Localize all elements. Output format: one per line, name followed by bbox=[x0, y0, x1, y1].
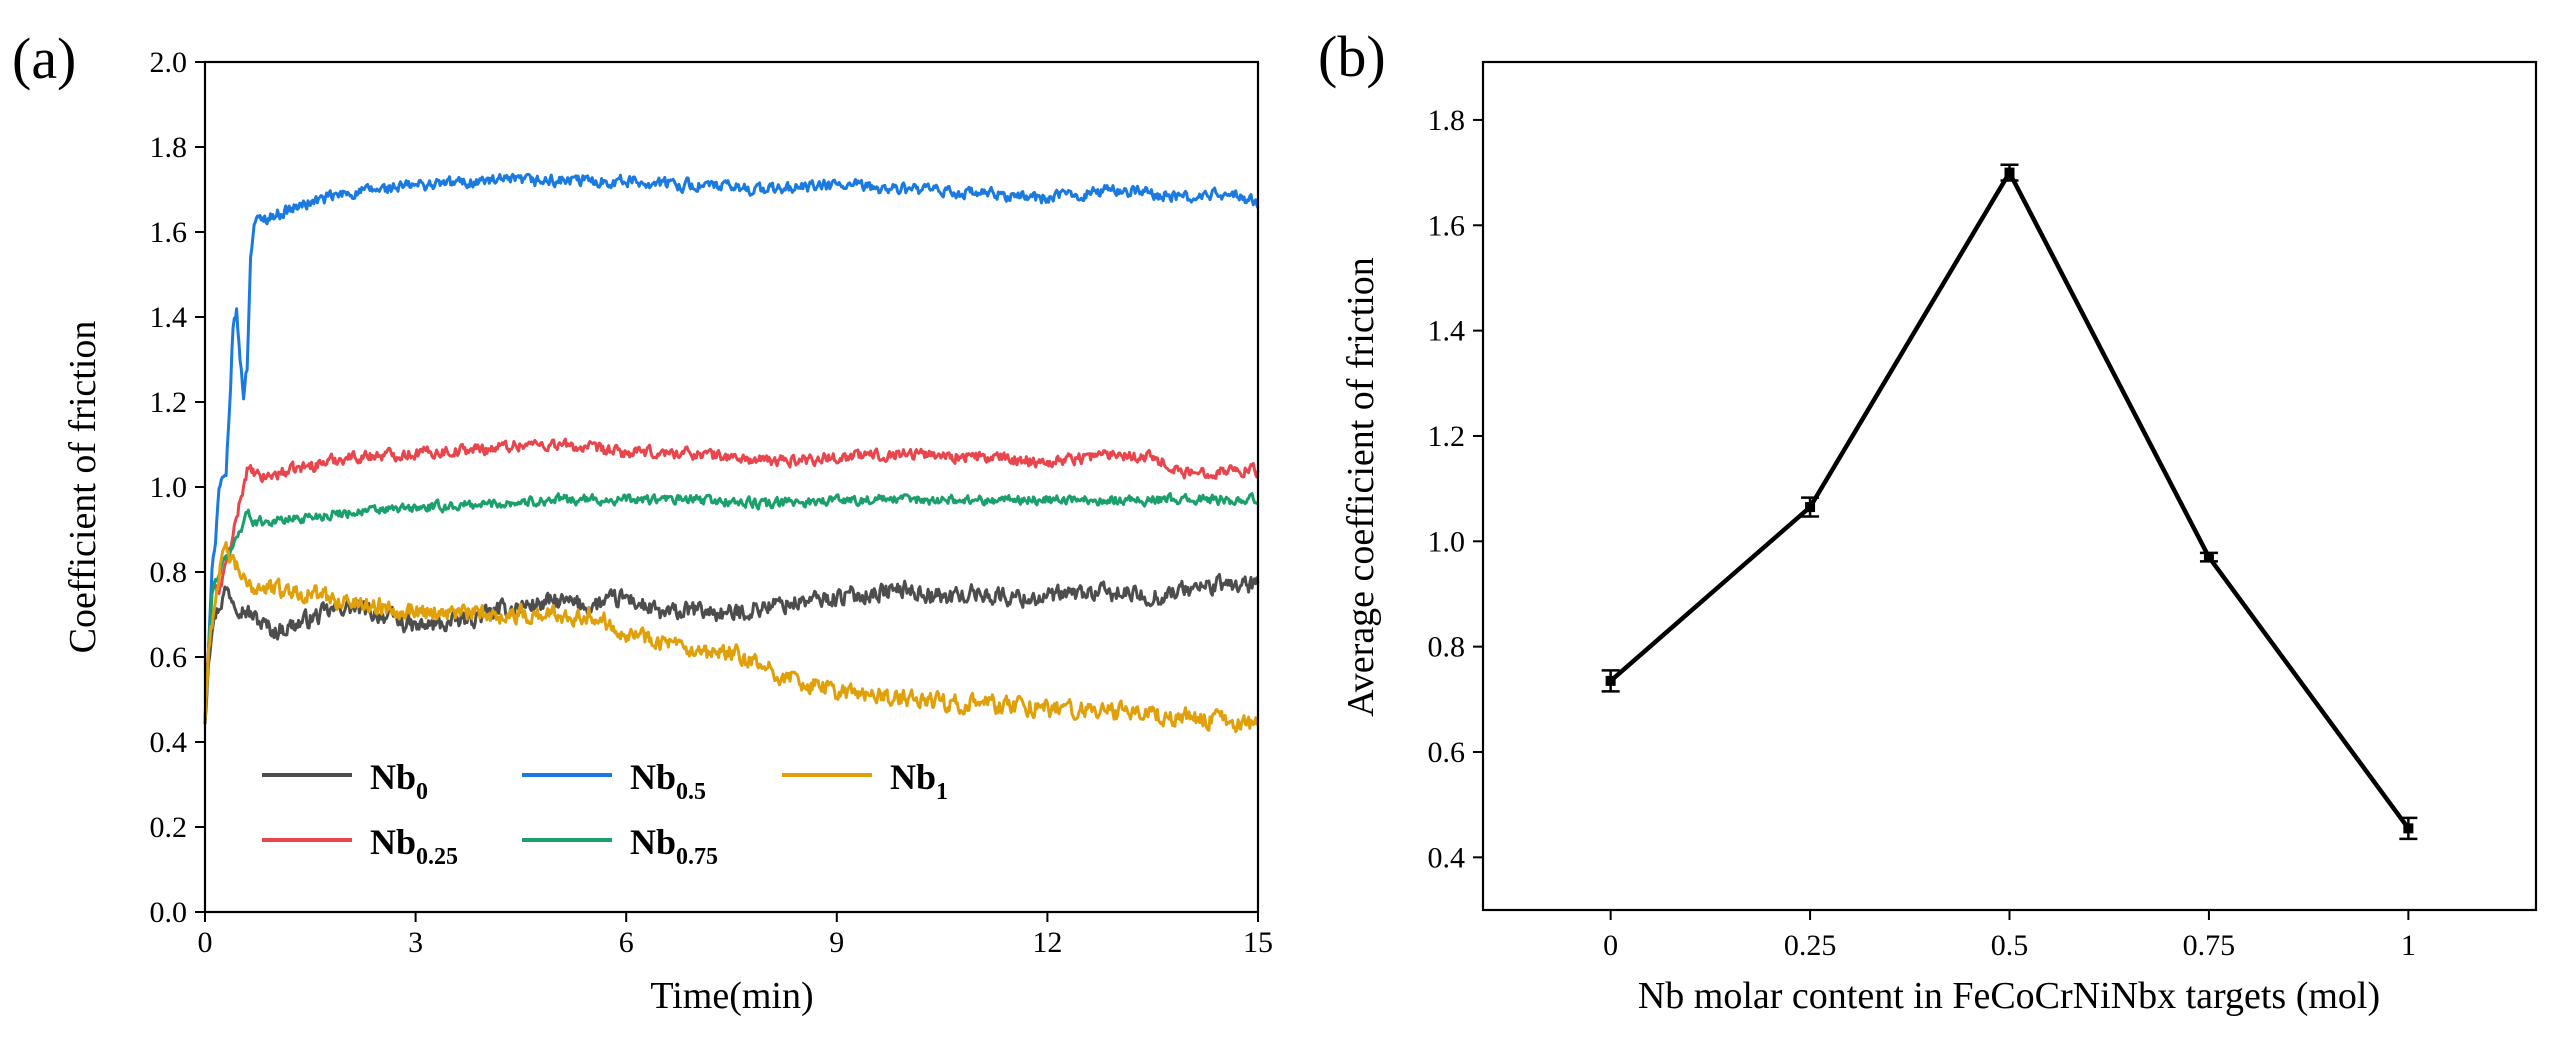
legend-label-Nb0: Nb0 bbox=[370, 757, 428, 805]
y-tick-label: 1.8 bbox=[1428, 104, 1466, 137]
y-tick-label: 0.8 bbox=[1428, 631, 1466, 664]
series-line-Nb0-75 bbox=[203, 492, 1260, 722]
panel-a-series-group bbox=[203, 172, 1260, 734]
legend-label-Nb1: Nb1 bbox=[890, 757, 948, 805]
panel-a-x-ticks: 0 3 6 9 12 15 bbox=[198, 912, 1273, 959]
legend-subscript: 0.25 bbox=[416, 844, 458, 870]
panel-b-series-group bbox=[1601, 163, 2418, 841]
data-point bbox=[1805, 502, 1816, 513]
y-tick-label: 0.4 bbox=[150, 726, 188, 759]
series-line-Nb0 bbox=[203, 572, 1260, 725]
average-cof-line bbox=[1609, 170, 2411, 830]
x-tick-label: 0.75 bbox=[2183, 929, 2236, 962]
y-tick-label: 1.4 bbox=[1428, 315, 1466, 348]
panel-b-label: (b) bbox=[1318, 24, 1386, 89]
panel-b: (b) 0 0.25 0.5 0.75 1 0.4 0.6 0.8 1.0 1.2 1.4 1.6 1… bbox=[1318, 24, 2538, 1017]
legend-subscript: 0.5 bbox=[676, 779, 706, 805]
y-tick-label: 1.2 bbox=[150, 386, 188, 419]
series-line-Nb0-25 bbox=[203, 437, 1260, 723]
series-line-Nb1 bbox=[203, 541, 1260, 734]
series-line-Nb0-5 bbox=[203, 172, 1260, 723]
x-tick-label: 9 bbox=[829, 926, 844, 959]
x-tick-label: 0.25 bbox=[1784, 929, 1837, 962]
y-tick-label: 1.8 bbox=[150, 131, 188, 164]
y-tick-label: 0.2 bbox=[150, 811, 188, 844]
legend-subscript: 1 bbox=[936, 779, 948, 805]
panel-b-plot-frame bbox=[1481, 60, 2538, 912]
legend-label-Nb0-25: Nb0.25 bbox=[370, 822, 458, 870]
y-tick-label: 0.6 bbox=[1428, 736, 1466, 769]
legend-subscript: 0 bbox=[416, 779, 428, 805]
x-tick-label: 15 bbox=[1243, 926, 1273, 959]
y-tick-label: 1.2 bbox=[1428, 420, 1466, 453]
y-tick-label: 0.0 bbox=[150, 896, 188, 929]
y-tick-label: 1.0 bbox=[150, 471, 188, 504]
panel-a-label: (a) bbox=[12, 26, 76, 91]
y-tick-label: 1.6 bbox=[1428, 209, 1466, 242]
panel-a-legend: Nb0 Nb0.25 Nb0.5 Nb0.75 Nb1 bbox=[262, 757, 948, 870]
y-tick-label: 1.4 bbox=[150, 301, 188, 334]
x-tick-label: 6 bbox=[619, 926, 634, 959]
y-tick-label: 0.8 bbox=[150, 556, 188, 589]
panel-a-x-axis-label: Time(min) bbox=[650, 975, 813, 1017]
panel-a-y-axis-label: Coefficient of friction bbox=[62, 321, 104, 654]
legend-label-Nb0-5: Nb0.5 bbox=[630, 757, 706, 805]
x-tick-label: 12 bbox=[1032, 926, 1062, 959]
panel-b-y-ticks: 0.4 0.6 0.8 1.0 1.2 1.4 1.6 1.8 bbox=[1428, 104, 1483, 874]
panel-a-y-ticks: 0.0 0.2 0.4 0.6 0.8 1.0 1.2 1.4 1.6 1.8 2.0 bbox=[150, 46, 205, 929]
data-point bbox=[2403, 823, 2414, 834]
x-tick-label: 1 bbox=[2401, 929, 2416, 962]
y-tick-label: 0.4 bbox=[1428, 841, 1466, 874]
x-tick-label: 3 bbox=[408, 926, 423, 959]
y-tick-label: 1.6 bbox=[150, 216, 188, 249]
data-point bbox=[1605, 675, 1616, 686]
legend-label-Nb0-75: Nb0.75 bbox=[630, 822, 718, 870]
panel-b-y-axis-label: Average coefficient of friction bbox=[1340, 257, 1382, 717]
panel-a: (a) 0 3 6 9 12 15 0.0 0.2 0.4 0.6 0.8 1.0 1.2 1.4 1.6… bbox=[12, 26, 1273, 1017]
x-tick-label: 0 bbox=[1603, 929, 1618, 962]
data-point bbox=[2004, 167, 2015, 178]
data-point bbox=[2203, 552, 2214, 563]
panel-b-x-ticks: 0 0.25 0.5 0.75 1 bbox=[1603, 910, 2416, 962]
panel-b-x-axis-label: Nb molar content in FeCoCrNiNbx targets … bbox=[1638, 975, 2380, 1017]
x-tick-label: 0.5 bbox=[1991, 929, 2029, 962]
x-tick-label: 0 bbox=[198, 926, 213, 959]
legend-subscript: 0.75 bbox=[676, 844, 718, 870]
y-tick-label: 1.0 bbox=[1428, 525, 1466, 558]
y-tick-label: 2.0 bbox=[150, 46, 188, 79]
y-tick-label: 0.6 bbox=[150, 641, 188, 674]
